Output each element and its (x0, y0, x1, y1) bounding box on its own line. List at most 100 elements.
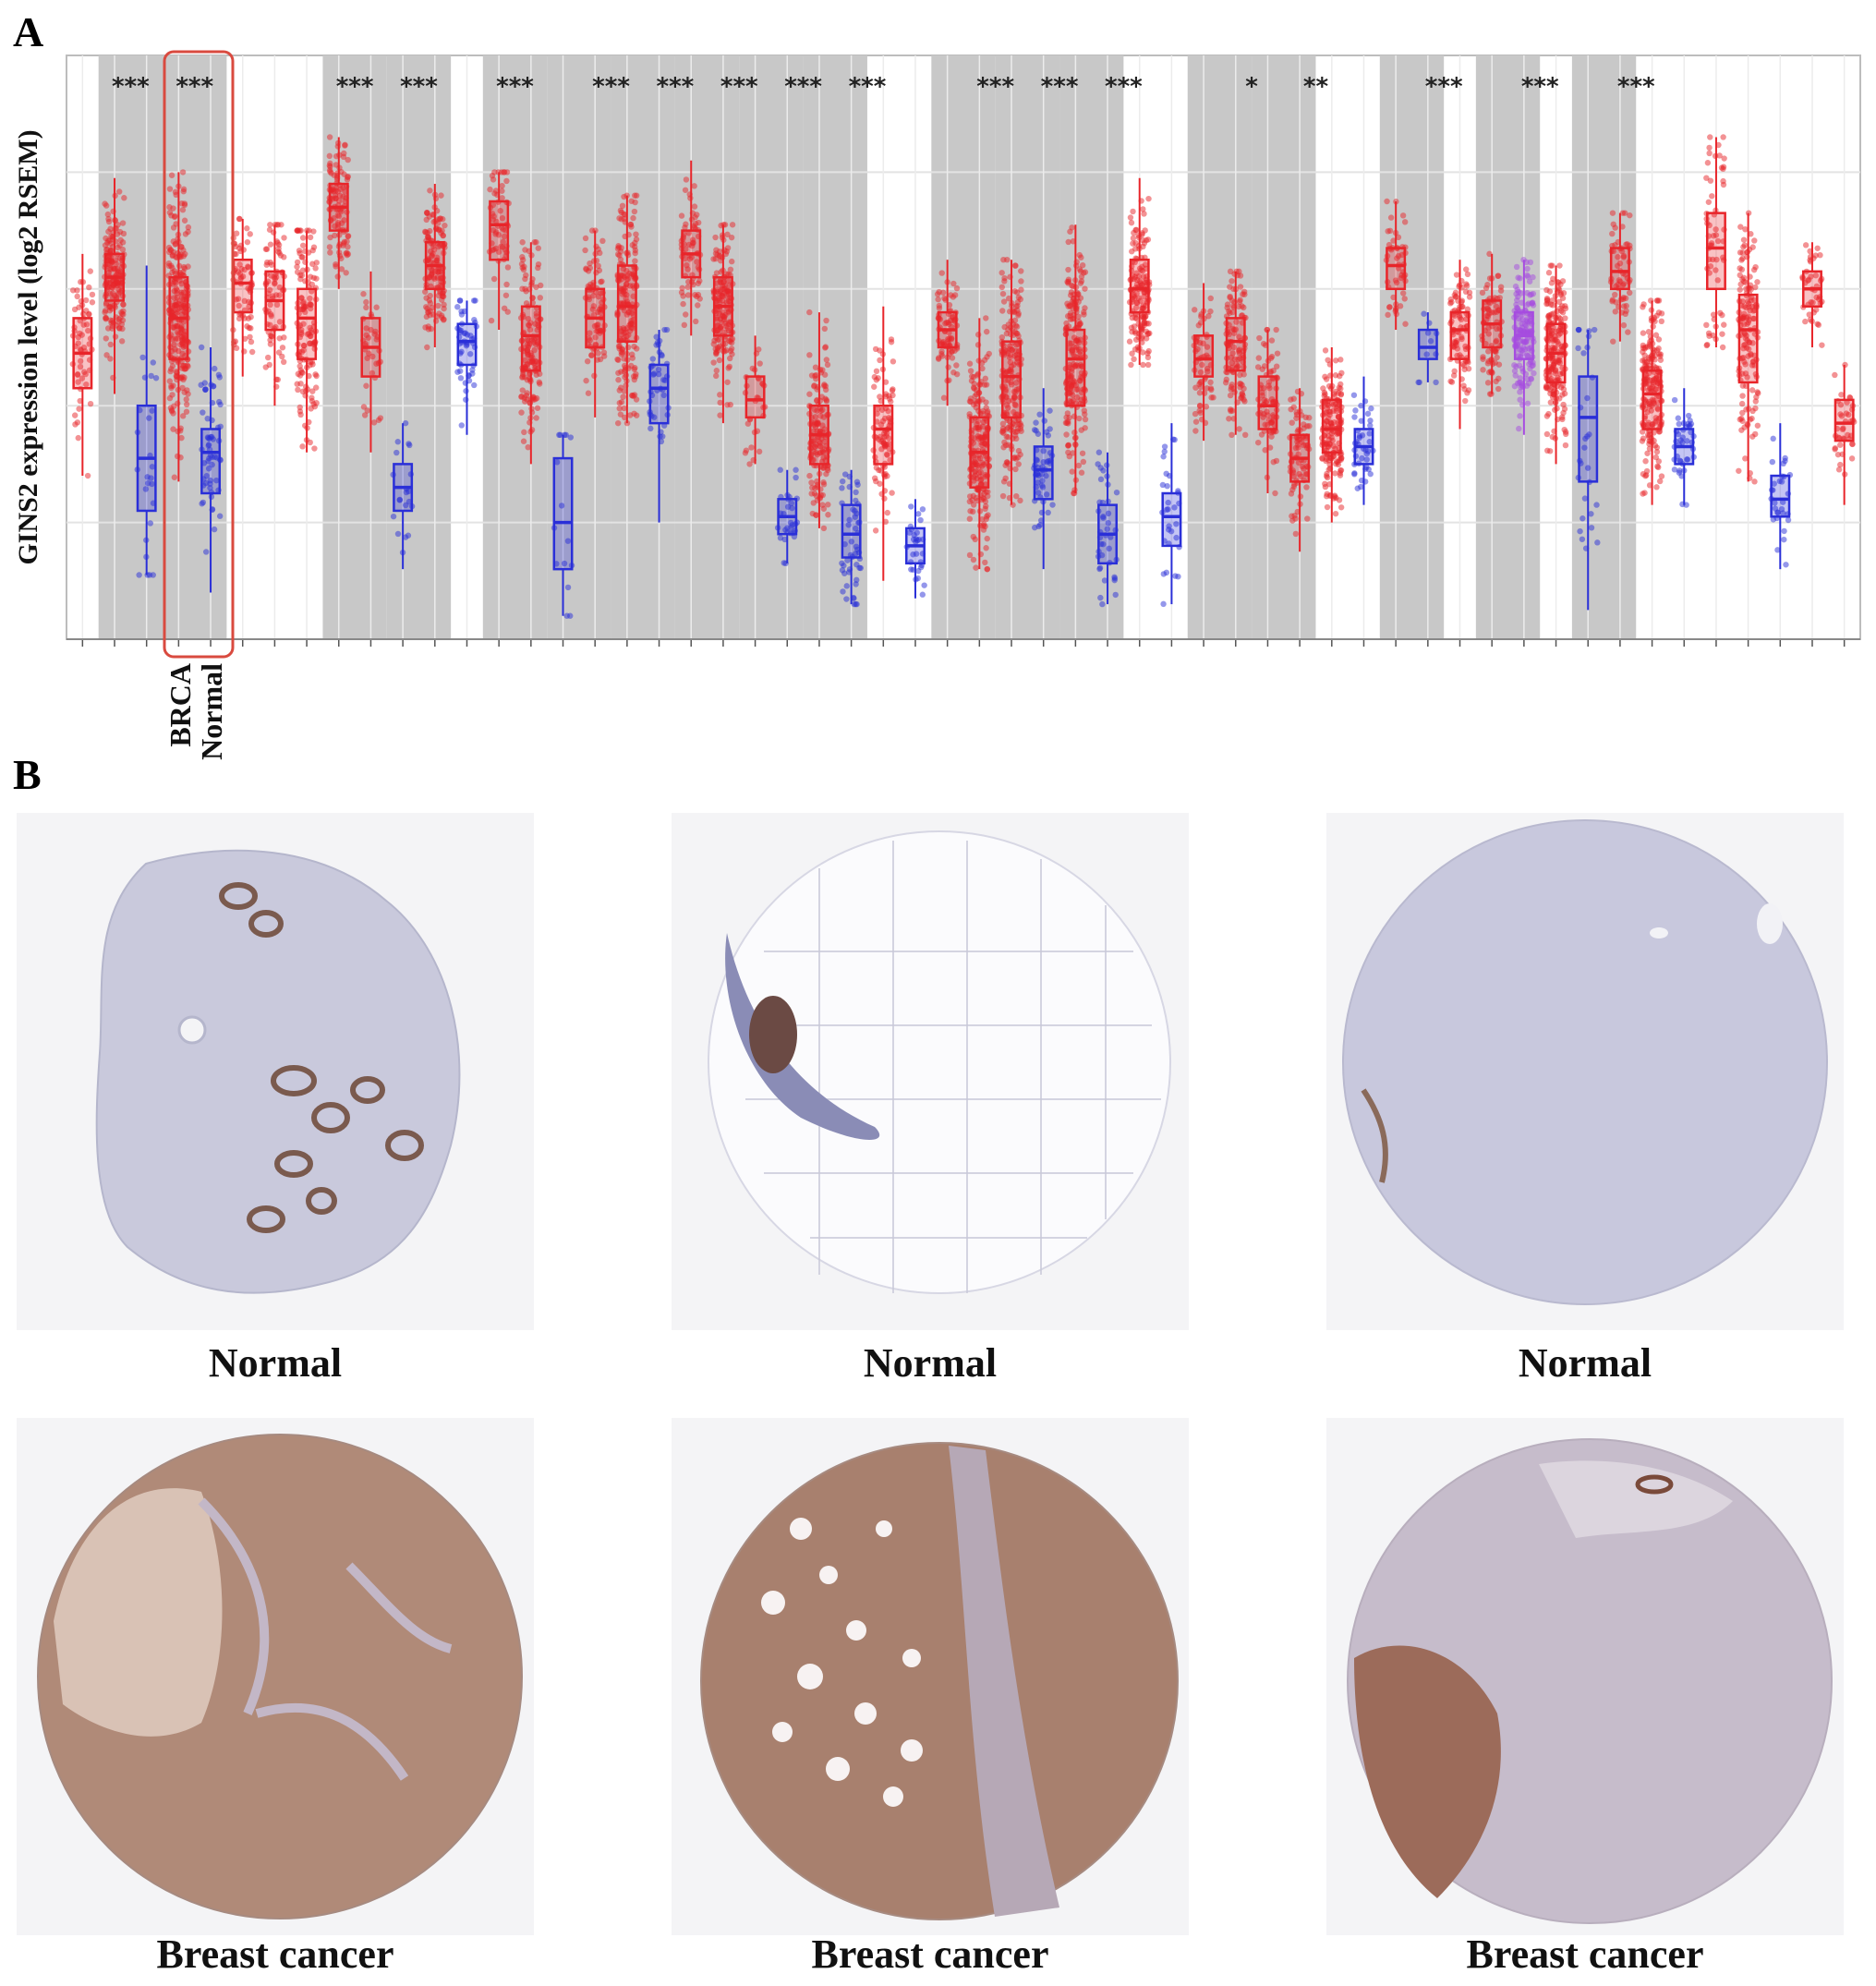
data-point (69, 287, 77, 294)
data-point (107, 225, 114, 232)
data-point (1065, 420, 1071, 427)
data-point (248, 348, 256, 356)
data-point (917, 516, 924, 524)
data-point (311, 403, 319, 410)
data-point (77, 363, 84, 370)
data-point (615, 244, 623, 250)
data-point (272, 281, 278, 287)
data-point (881, 415, 889, 422)
significance-label: ** (1303, 73, 1329, 101)
data-point (1070, 397, 1077, 404)
data-point (819, 465, 826, 471)
data-point (174, 294, 181, 301)
data-point (244, 323, 250, 330)
data-point (1069, 468, 1075, 475)
data-point (806, 391, 813, 397)
data-point (1368, 406, 1374, 412)
data-point (1196, 390, 1204, 396)
data-point (1289, 486, 1296, 493)
data-point (338, 266, 345, 272)
data-point (205, 457, 212, 465)
data-point (629, 325, 636, 332)
data-point (248, 313, 254, 321)
data-point (422, 288, 429, 296)
data-point (272, 273, 280, 281)
data-point (1547, 262, 1554, 269)
data-point (1612, 291, 1618, 298)
data-point (1652, 454, 1660, 461)
data-point (103, 202, 110, 209)
data-point (593, 270, 599, 276)
data-point (1356, 434, 1362, 442)
data-point (1401, 219, 1409, 225)
data-point (1112, 591, 1119, 599)
data-point (522, 357, 528, 364)
data-point (144, 479, 151, 487)
data-point (504, 309, 511, 315)
data-point (1018, 268, 1024, 274)
data-point (1161, 448, 1168, 455)
data-point (119, 246, 127, 253)
data-point (1192, 418, 1200, 425)
data-point (205, 442, 212, 449)
data-point (1046, 457, 1052, 465)
data-point (1131, 323, 1138, 330)
data-point (1390, 237, 1397, 244)
data-point (1017, 425, 1024, 432)
shaded-band (1252, 55, 1316, 639)
data-point (267, 321, 273, 329)
data-point (1139, 324, 1145, 331)
data-point (718, 319, 725, 326)
data-point (180, 308, 187, 314)
data-point (1337, 504, 1345, 511)
data-point (1071, 360, 1077, 368)
data-point (148, 372, 154, 380)
data-point (982, 473, 989, 480)
data-point (619, 202, 626, 210)
data-point (1270, 458, 1277, 466)
data-point (621, 368, 628, 375)
data-point (1014, 411, 1021, 418)
data-point (232, 243, 239, 250)
data-point (1254, 364, 1262, 370)
data-point (1366, 439, 1373, 445)
data-point (1077, 351, 1083, 358)
data-point (714, 321, 720, 329)
data-point (470, 297, 478, 304)
data-point (1301, 442, 1307, 449)
data-point (308, 301, 314, 308)
data-point (1516, 425, 1522, 432)
data-point (1064, 410, 1071, 417)
data-point (211, 526, 218, 533)
data-point (1640, 435, 1647, 442)
data-point (999, 333, 1006, 341)
data-point (853, 525, 859, 532)
data-point (1556, 262, 1563, 269)
data-point (75, 434, 81, 442)
data-point (1655, 464, 1662, 471)
data-point (326, 163, 333, 169)
data-point (523, 300, 530, 307)
data-point (1229, 350, 1236, 357)
data-point (1433, 379, 1439, 386)
data-point (1562, 305, 1569, 312)
data-point (1544, 447, 1551, 454)
data-point (168, 172, 175, 178)
data-point (534, 405, 541, 411)
data-point (533, 415, 539, 421)
data-point (215, 371, 223, 379)
data-point (179, 207, 187, 213)
data-point (1528, 291, 1535, 297)
data-point (1328, 434, 1335, 441)
data-point (166, 378, 174, 384)
data-point (821, 325, 829, 333)
data-point (589, 306, 597, 312)
data-point (1367, 422, 1374, 429)
data-point (632, 199, 638, 206)
data-point (1719, 331, 1725, 337)
data-point (1073, 386, 1080, 394)
data-point (1640, 304, 1646, 310)
data-point (808, 479, 815, 486)
data-point (890, 386, 896, 393)
data-point (500, 226, 507, 233)
